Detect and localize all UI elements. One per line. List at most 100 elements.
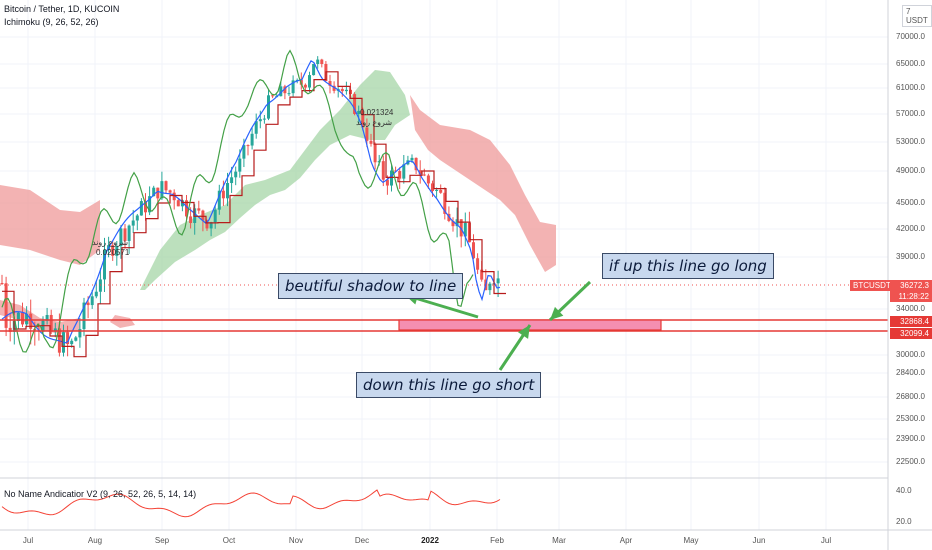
candle-body [394,170,398,172]
trend-tag-left-1: شروع روند [92,238,129,247]
x-tick-label: Mar [552,536,566,545]
candle-body [472,242,475,259]
kijun-line [2,71,506,358]
x-tick-label: 2022 [421,536,439,545]
candle-body [172,192,176,201]
candle-body [29,313,33,329]
candle-body [53,328,57,332]
candle-body [205,220,209,229]
candle-body [238,158,242,172]
y-tick-label: 57000.0 [896,109,925,118]
y-tick-label: 26800.0 [896,392,925,401]
candle-body [103,249,106,280]
candle-body [287,93,291,95]
candle-body [152,187,156,197]
candle-body [357,110,361,114]
candle-body [431,183,434,191]
candle-body [435,189,439,191]
candle-body [78,329,82,338]
arrow-head [550,306,564,320]
candle-body [496,278,500,284]
y-tick-label: 49000.0 [896,166,925,175]
annotation-shadow[interactable]: beutiful shadow to line [278,273,464,299]
symbol-badge: BTCUSDT [850,280,891,291]
candle-body [353,94,357,114]
cloud-bear-segment [410,95,556,272]
currency-label[interactable]: 7 USDT [902,5,932,27]
ichimoku-lines [1,49,506,358]
candle-body [135,215,139,221]
annotation-long[interactable]: if up this line go long [602,253,774,279]
level-upper-badge: 32868.4 [890,316,932,327]
y-tick-label: 25300.0 [896,414,925,423]
level-lower-badge: 32099.4 [890,328,932,339]
candle-body [439,189,443,193]
x-tick-label: Sep [154,536,170,545]
y-tick-label: 22500.0 [896,457,925,466]
candle-body [213,209,217,223]
candle-body [463,222,467,237]
candle-body [443,192,447,214]
y-tick-label: 70000.0 [896,32,925,41]
candle-body [221,190,225,199]
candle-body [197,208,201,211]
candle-body [168,190,172,193]
y-tick-label: 61000.0 [896,83,925,92]
y-tick-label: 34000.0 [896,304,925,313]
candle-body [144,201,147,213]
candle-body [226,183,229,199]
y-tick-label: 45000.0 [896,198,925,207]
candle-body [344,89,348,92]
tenkan-line [1,59,501,344]
candle-body [459,219,463,237]
trend-tag-right-2: شروع روند [356,118,393,127]
candle-body [180,200,184,207]
candle-body [164,181,168,191]
candle-body [25,313,29,325]
candle-body [201,210,205,221]
candle-body [156,187,160,199]
x-tick-label: Aug [87,536,103,545]
candle-body [115,246,119,256]
x-tick-label: Jul [820,536,832,545]
candle-body [94,291,98,297]
y-tick-label: 30000.0 [896,350,925,359]
candle-body [361,110,365,128]
lower-indicator [1,489,501,518]
candle-body [476,258,480,270]
x-tick-label: Jun [752,536,766,545]
candle-body [119,228,123,247]
candle-body [426,175,430,184]
candle-body [451,220,455,227]
last-price-badge: 36272.3 [890,280,932,291]
cloud-bear-segment [110,315,135,328]
lower-indicator-line [1,489,501,518]
candle-body [410,157,414,161]
candle-body [139,201,143,216]
trend-tag-right-1: 0.021324 [360,108,394,117]
candle-body [16,312,20,322]
x-tick-label: Feb [490,536,504,545]
annotation-short[interactable]: down this line go short [356,372,542,398]
y-tick-label: 42000.0 [896,224,925,233]
candle-body [86,302,90,306]
candle-body [365,127,369,141]
candle-body [271,95,275,97]
candle-body [332,85,336,91]
candle-body [303,84,307,88]
candle-body [254,121,258,134]
candle-body [82,302,86,330]
y-tick-label: 23900.0 [896,434,925,443]
countdown-badge: 11:28:22 [890,291,932,302]
x-tick-label: Nov [288,536,304,545]
candle-body [230,177,234,184]
candle-body [131,220,135,226]
candle-body [328,81,332,86]
x-tick-label: Oct [222,536,236,545]
ichimoku-cloud [0,70,556,334]
cloud-bear-segment [0,185,100,265]
candle-body [74,337,78,341]
candle-body [185,200,188,217]
candle-body [385,179,389,186]
